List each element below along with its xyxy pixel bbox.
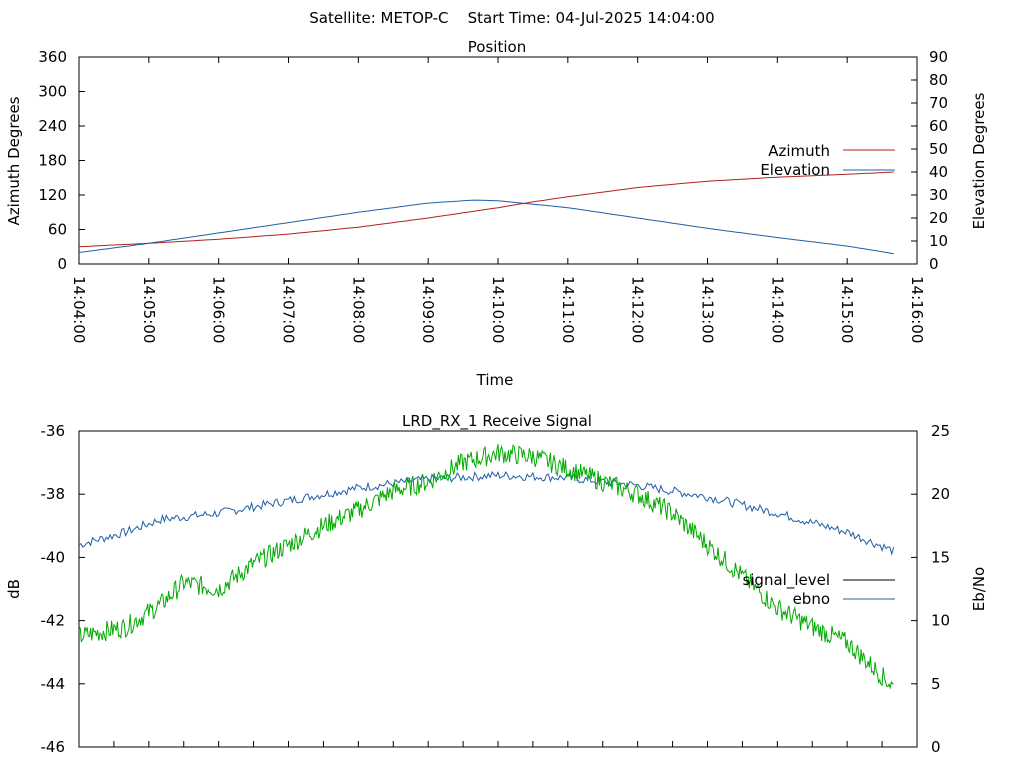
signal-series-line-green — [78, 444, 894, 690]
legend-label-azimuth: Azimuth — [768, 142, 830, 160]
position-y-tick-label: 0 — [57, 255, 67, 273]
signal-y2-tick-label: 10 — [931, 612, 950, 630]
position-x-tick-label: 14:05:00 — [140, 276, 158, 343]
signal-y2-ticks: 0 5 10 15 20 25 — [911, 422, 950, 756]
position-y-tick-label: 120 — [38, 186, 67, 204]
legend-label-elevation: Elevation — [760, 161, 830, 179]
legend-label-ebno: ebno — [793, 590, 830, 608]
signal-y-tick-label: -46 — [41, 738, 66, 756]
position-x-tick-label: 14:16:00 — [908, 276, 926, 343]
position-y2-tick-label: 30 — [929, 186, 948, 204]
signal-y2-tick-label: 5 — [931, 675, 941, 693]
position-x-tick-label: 14:06:00 — [210, 276, 228, 343]
position-y2-tick-label: 70 — [929, 94, 948, 112]
position-y2-tick-label: 20 — [929, 209, 948, 227]
position-x-tick-label: 14:11:00 — [559, 276, 577, 343]
signal-y2-tick-label: 20 — [931, 485, 950, 503]
position-y-tick-label: 60 — [48, 221, 67, 239]
position-series — [78, 171, 894, 255]
position-y2-axis-label: Elevation Degrees — [970, 92, 988, 229]
position-series-line-elevation — [78, 199, 894, 255]
signal-y2-tick-label: 15 — [931, 548, 950, 566]
legend-label-signal-level: signal_level — [742, 571, 830, 590]
signal-y-tick-label: -40 — [41, 548, 66, 566]
position-legend: Azimuth Elevation — [760, 142, 895, 179]
position-x-tick-label: 14:07:00 — [280, 276, 298, 343]
signal-y2-axis-label: Eb/No — [970, 567, 988, 611]
signal-series — [78, 444, 895, 690]
page-header: Satellite: METOP-C Start Time: 04-Jul-20… — [309, 9, 714, 27]
signal-x-ticks — [78, 741, 918, 747]
position-x-tick-label: 14:12:00 — [629, 276, 647, 343]
position-y-tick-label: 300 — [38, 83, 67, 101]
signal-y2-tick-label: 0 — [931, 738, 941, 756]
position-x-tick-label: 14:15:00 — [838, 276, 856, 343]
signal-y-axis-label: dB — [5, 579, 23, 599]
position-y-ticks: 0 60 120 180 240 300 360 — [38, 48, 85, 273]
position-y2-tick-label: 50 — [929, 140, 948, 158]
position-x-tick-label: 14:13:00 — [699, 276, 717, 343]
signal-y-ticks: -36 -38 -40 -42 -44 -46 — [41, 422, 85, 756]
position-y2-tick-label: 0 — [929, 255, 939, 273]
position-x-tick-label: 14:04:00 — [70, 276, 88, 343]
signal-y-tick-label: -42 — [41, 612, 66, 630]
position-y-tick-label: 360 — [38, 48, 67, 66]
signal-chart: LRD_RX_1 Receive Signal dB Eb/No -36-38-… — [5, 412, 988, 756]
position-y-axis-label: Azimuth Degrees — [5, 96, 23, 225]
position-y2-tick-label: 40 — [929, 163, 948, 181]
position-title: Position — [468, 38, 526, 56]
position-y2-tick-label: 60 — [929, 117, 948, 135]
position-chart: Position Azimuth Degrees Elevation Degre… — [5, 38, 988, 389]
signal-y2-tick-label: 25 — [931, 422, 950, 440]
position-series-line-azimuth — [78, 171, 894, 248]
position-y2-tick-label: 80 — [929, 71, 948, 89]
signal-title: LRD_RX_1 Receive Signal — [402, 412, 592, 431]
signal-series-line-ebno — [78, 470, 895, 556]
position-x-axis-label: Time — [476, 371, 514, 389]
position-x-tick-label: 14:14:00 — [768, 276, 786, 343]
position-x-ticks: 14:04:00 14:05:00 14:06:00 14:07:00 14:08:00… — [70, 57, 926, 343]
signal-legend: signal_level ebno — [742, 571, 895, 608]
position-y-tick-label: 180 — [38, 152, 67, 170]
position-x-tick-label: 14:09:00 — [419, 276, 437, 343]
position-y2-ticks: 0 10 20 30 40 50 60 70 80 90 — [911, 48, 948, 273]
position-x-tick-label: 14:08:00 — [349, 276, 367, 343]
signal-y-tick-label: -38 — [41, 485, 66, 503]
position-y2-tick-label: 10 — [929, 232, 948, 250]
signal-y-tick-label: -36 — [41, 422, 66, 440]
position-y-tick-label: 240 — [38, 117, 67, 135]
position-y2-tick-label: 90 — [929, 48, 948, 66]
signal-plot-frame — [78, 430, 918, 748]
position-x-tick-label: 14:10:00 — [489, 276, 507, 343]
signal-y-tick-label: -44 — [41, 675, 66, 693]
